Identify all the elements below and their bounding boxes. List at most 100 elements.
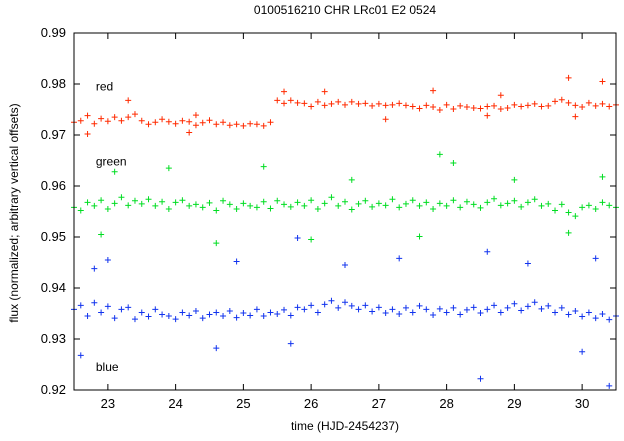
data-point-blue: [301, 306, 308, 313]
series-label-green: green: [96, 155, 127, 169]
data-point-green: [457, 204, 464, 211]
data-point-green: [436, 151, 443, 158]
data-point-blue: [267, 309, 274, 316]
data-point-blue: [348, 302, 355, 309]
data-point-red: [362, 100, 369, 107]
data-point-green: [565, 209, 572, 216]
x-tick-label: 24: [168, 396, 182, 411]
data-point-green: [186, 202, 193, 209]
data-point-blue: [125, 304, 132, 311]
data-point-green: [226, 201, 233, 208]
data-point-green: [240, 200, 247, 207]
data-point-blue: [396, 255, 403, 262]
data-point-red: [565, 74, 572, 81]
data-point-red: [186, 118, 193, 125]
data-point-red: [104, 118, 111, 125]
series-label-blue: blue: [96, 360, 119, 374]
data-point-blue: [287, 312, 294, 319]
y-tick-label: 0.92: [41, 382, 66, 397]
data-point-red: [531, 100, 538, 107]
data-point-blue: [192, 307, 199, 314]
data-point-blue: [545, 302, 552, 309]
data-point-red: [599, 78, 606, 85]
data-point-red: [253, 121, 260, 128]
data-point-green: [328, 194, 335, 201]
data-point-green: [314, 205, 321, 212]
data-point-red: [240, 122, 247, 129]
data-point-red: [274, 97, 281, 104]
data-point-red: [206, 117, 213, 124]
data-point-red: [524, 102, 531, 109]
plot-frame: [73, 32, 617, 391]
data-point-red: [314, 98, 321, 105]
data-point-blue: [335, 304, 342, 311]
data-point-red: [348, 98, 355, 105]
data-point-blue: [430, 312, 437, 319]
data-point-green: [470, 201, 477, 208]
data-point-red: [389, 101, 396, 108]
data-point-green: [491, 195, 498, 202]
data-point-red: [84, 112, 91, 119]
data-point-green: [511, 197, 518, 204]
data-point-green: [396, 204, 403, 211]
data-point-green: [111, 168, 118, 175]
data-point-blue: [504, 304, 511, 311]
data-point-blue: [389, 306, 396, 313]
data-point-blue: [524, 260, 531, 267]
data-point-blue: [382, 309, 389, 316]
data-point-red: [450, 105, 457, 112]
data-point-red: [402, 102, 409, 109]
data-point-red: [125, 97, 132, 104]
data-point-red: [308, 103, 315, 110]
data-point-red: [84, 130, 91, 137]
data-point-red: [592, 102, 599, 109]
data-point-blue: [77, 352, 84, 359]
data-point-blue: [592, 315, 599, 322]
data-point-red: [497, 105, 504, 112]
data-point-blue: [497, 309, 504, 316]
data-point-blue: [226, 307, 233, 314]
data-point-green: [294, 199, 301, 206]
data-point-red: [565, 99, 572, 106]
data-point-red: [430, 87, 437, 94]
data-point-blue: [342, 262, 348, 269]
data-point-green: [308, 236, 315, 243]
data-point-red: [430, 103, 437, 110]
y-tick-label: 0.97: [41, 127, 66, 142]
data-point-blue: [572, 307, 579, 314]
data-point-blue: [511, 300, 518, 307]
data-point-red: [267, 119, 274, 126]
data-point-blue: [314, 309, 321, 316]
data-point-blue: [470, 304, 477, 311]
data-point-green: [348, 176, 355, 183]
x-tick-label: 23: [101, 396, 115, 411]
data-point-red: [138, 117, 145, 124]
data-point-green: [552, 207, 559, 214]
data-point-green: [233, 205, 240, 212]
data-point-blue: [253, 306, 260, 313]
data-point-red: [281, 100, 288, 107]
data-point-blue: [294, 235, 301, 242]
data-point-blue: [565, 311, 572, 318]
data-point-blue: [558, 304, 565, 311]
data-point-red: [606, 103, 613, 110]
data-point-red: [321, 102, 328, 109]
data-point-blue: [104, 256, 111, 263]
data-series: [71, 74, 619, 389]
data-point-red: [470, 104, 477, 111]
data-point-blue: [491, 302, 498, 309]
data-point-green: [192, 201, 199, 208]
x-tick-label: 28: [439, 396, 453, 411]
data-point-red: [572, 102, 579, 109]
data-point-green: [308, 197, 315, 204]
data-point-blue: [199, 315, 206, 322]
data-point-red: [416, 105, 423, 112]
data-point-blue: [416, 302, 423, 309]
data-point-red: [233, 121, 240, 128]
data-point-green: [382, 202, 389, 209]
data-point-green: [409, 197, 416, 204]
data-point-blue: [477, 309, 484, 316]
data-point-red: [342, 101, 348, 108]
data-point-blue: [308, 302, 315, 309]
data-point-green: [98, 197, 105, 204]
